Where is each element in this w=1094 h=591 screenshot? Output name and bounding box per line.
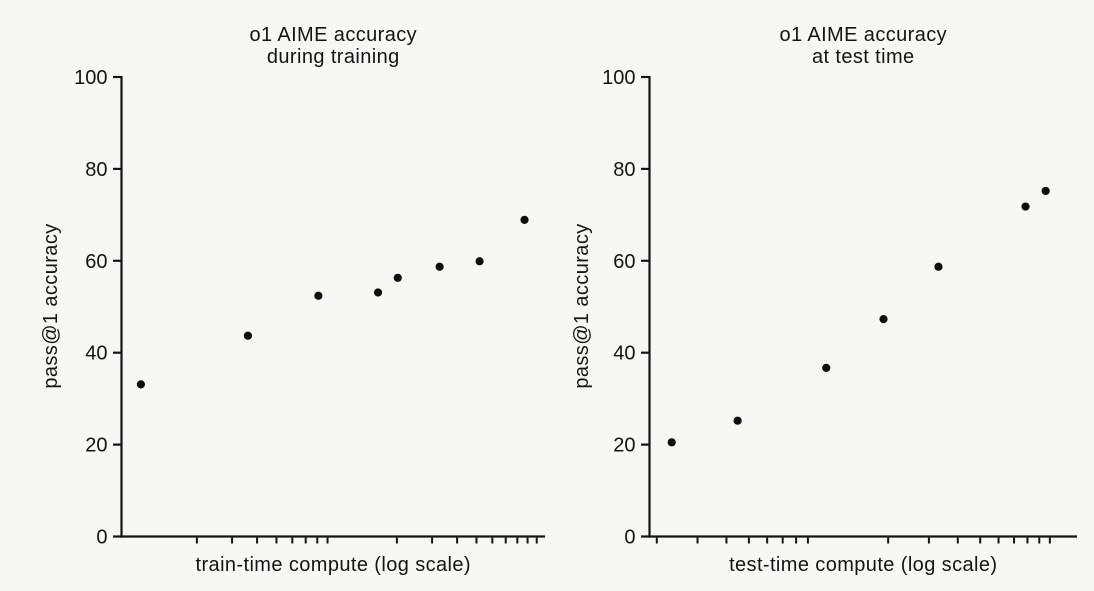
y-tick-label: 20 <box>613 435 635 457</box>
data-point <box>1021 202 1030 211</box>
y-axis-label-test-time: pass@1 accuracy <box>570 223 593 389</box>
y-tick-label: 100 <box>74 67 107 89</box>
data-point <box>136 380 145 389</box>
data-point <box>733 416 742 425</box>
chart-title-training: o1 AIME accuracy during training <box>249 24 418 68</box>
data-point <box>475 257 484 266</box>
data-point <box>314 291 323 300</box>
y-tick-label: 0 <box>96 527 107 549</box>
y-tick-label: 60 <box>613 251 635 273</box>
data-point <box>520 215 529 225</box>
data-point <box>373 288 383 297</box>
data-point <box>393 273 402 282</box>
data-point <box>934 262 943 271</box>
y-axis-label-training: pass@1 accuracy <box>40 223 62 389</box>
y-tick-label: 60 <box>85 251 107 273</box>
data-point <box>1041 186 1050 196</box>
data-point <box>243 331 253 340</box>
y-tick-label: 80 <box>85 159 107 181</box>
y-tick-label: 100 <box>602 67 635 89</box>
data-point <box>435 262 444 271</box>
data-point <box>822 363 831 372</box>
data-point <box>667 438 676 447</box>
y-tick-label: 20 <box>85 435 107 457</box>
x-axis-label-training: train-time compute (log scale) <box>195 554 471 576</box>
y-tick-label: 40 <box>85 343 107 365</box>
data-point <box>879 315 888 324</box>
y-tick-label: 0 <box>624 527 635 549</box>
y-tick-label: 40 <box>613 343 635 365</box>
x-axis-label-test-time: test-time compute (log scale) <box>729 554 998 576</box>
chart-title-test-time: o1 AIME accuracy at test time <box>779 24 948 68</box>
y-tick-label: 80 <box>613 159 635 181</box>
